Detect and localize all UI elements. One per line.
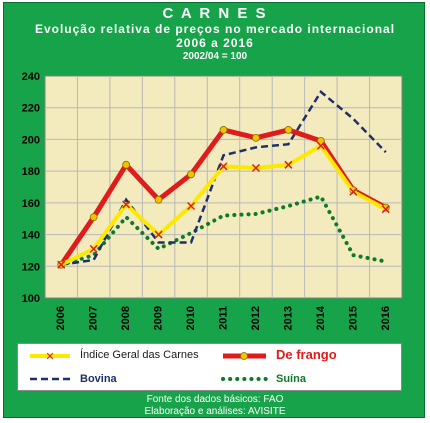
x-tick-label: 2013 xyxy=(282,306,294,330)
point-indice xyxy=(219,162,228,171)
footer-credit: Elaboração e análises: AVISITE xyxy=(144,406,286,417)
point-frango xyxy=(187,170,195,179)
point-frango xyxy=(219,126,228,134)
x-tick-label: 2008 xyxy=(120,306,132,330)
line-chart: 100 120 140 160 180 200 220 240 2006 2007 2008 2009… xyxy=(22,71,403,330)
point-indice xyxy=(349,187,358,196)
point-indice xyxy=(57,260,66,269)
point-indice xyxy=(284,160,293,169)
y-tick-label: 180 xyxy=(22,166,40,178)
footer: Fonte dos dados básicos: FAO Elaboração … xyxy=(4,394,426,418)
y-tick-label: 140 xyxy=(22,230,40,242)
point-indice xyxy=(381,205,390,214)
legend-label-frango: De frango xyxy=(276,347,337,362)
x-tick-label: 2006 xyxy=(55,306,67,330)
point-indice xyxy=(154,230,163,239)
y-tick-label: 120 xyxy=(22,261,40,273)
point-indice xyxy=(187,201,196,211)
point-frango xyxy=(154,195,163,204)
legend-label-indice: Índice Geral das Carnes xyxy=(80,349,199,361)
x-tick-label: 2010 xyxy=(185,306,197,330)
chart-subtitle: Evolução relativa de preços no mercado i… xyxy=(34,22,396,36)
point-indice xyxy=(89,244,98,253)
x-tick-label: 2011 xyxy=(218,306,230,330)
legend-swatch-indice: ✕ xyxy=(30,351,70,363)
x-tick-label: 2009 xyxy=(153,306,165,330)
legend-label-suina: Suína xyxy=(276,373,306,385)
legend: ✕ Índice Geral das Carnes De frango Bovi… xyxy=(17,343,402,391)
y-tick-label: 160 xyxy=(22,198,40,210)
legend-label-bovina: Bovina xyxy=(80,373,117,385)
point-frango xyxy=(252,133,260,142)
svg-text:✕: ✕ xyxy=(45,351,54,363)
chart-period: 2006 a 2016 xyxy=(176,36,254,50)
y-tick-label: 240 xyxy=(22,71,40,83)
x-tick-label: 2014 xyxy=(315,305,327,330)
point-frango xyxy=(89,213,98,222)
plot-area xyxy=(44,75,403,299)
chart-frame: C A R N E S Evolução relativa de preços … xyxy=(3,2,425,418)
legend-swatch-frango xyxy=(223,352,266,360)
point-frango xyxy=(284,126,293,134)
point-indice xyxy=(316,141,325,150)
y-tick-label: 220 xyxy=(22,103,40,115)
point-indice xyxy=(251,163,260,173)
x-tick-label: 2007 xyxy=(88,306,100,330)
footer-source: Fonte dos dados básicos: FAO xyxy=(146,394,284,405)
y-tick-label: 200 xyxy=(22,134,40,146)
y-tick-label: 100 xyxy=(22,293,40,305)
x-tick-label: 2016 xyxy=(380,306,392,330)
chart-title: C A R N E S xyxy=(162,5,268,22)
x-tick-label: 2012 xyxy=(250,306,262,330)
point-indice xyxy=(122,200,131,209)
point-frango xyxy=(122,160,131,169)
x-tick-label: 2015 xyxy=(347,306,359,330)
legend-swatches: ✕ xyxy=(30,351,268,381)
chart-base-note: 2002/04 = 100 xyxy=(182,51,248,62)
